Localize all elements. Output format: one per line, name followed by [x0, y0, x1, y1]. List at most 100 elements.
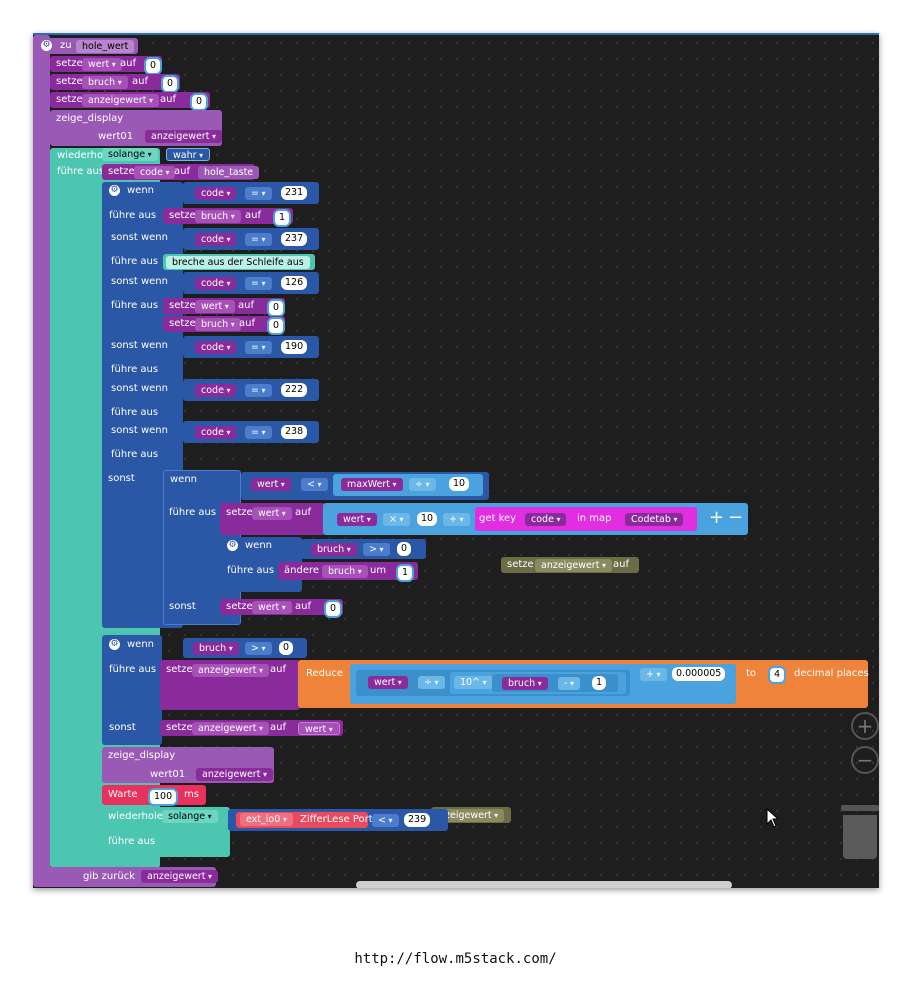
zoom-in-button[interactable]: + — [851, 712, 879, 740]
var-dropdown[interactable]: anzeigewert — [192, 664, 269, 677]
op-dropdown[interactable]: = — [245, 277, 272, 290]
value-input[interactable]: 0 — [190, 93, 209, 111]
set-bruch-block[interactable]: setze bruch auf 0 — [50, 74, 180, 93]
wait-input[interactable]: 100 — [148, 788, 179, 806]
set-code-block[interactable]: setze code auf hole_taste — [102, 164, 260, 180]
op-dropdown[interactable]: < — [372, 814, 399, 827]
return-dropdown[interactable]: anzeigewert — [141, 870, 218, 883]
arg-dropdown[interactable]: anzeigewert — [145, 130, 222, 143]
op-dropdown[interactable]: = — [245, 341, 272, 354]
op-dropdown[interactable]: ÷ — [409, 478, 436, 491]
value-input[interactable]: 1 — [396, 564, 415, 582]
places-input[interactable]: 4 — [768, 666, 787, 684]
var-dropdown[interactable]: bruch — [195, 210, 241, 223]
value-input[interactable]: 0 — [161, 75, 180, 93]
set-wert-expr[interactable]: setze wert auf — [220, 503, 325, 535]
value-input[interactable]: 126 — [281, 276, 308, 290]
wait-block[interactable]: Warte 100 ms — [102, 785, 206, 806]
compare-code-block[interactable]: code = 222 — [183, 379, 319, 401]
var-dropdown[interactable]: bruch — [193, 642, 239, 655]
compare-code-block[interactable]: code = 190 — [183, 336, 319, 358]
call-hole-taste[interactable]: hole_taste — [198, 166, 260, 179]
var-dropdown[interactable]: wert — [251, 478, 291, 491]
value-input[interactable]: 0 — [267, 299, 286, 317]
op-dropdown[interactable]: 10^ — [454, 676, 493, 689]
op-dropdown[interactable]: > — [245, 642, 272, 655]
break-block[interactable]: breche aus der Schleife aus — [163, 254, 315, 270]
value-input[interactable]: 10 — [417, 512, 438, 526]
gear-icon[interactable]: ⚙ — [227, 540, 238, 551]
op-dropdown[interactable]: × — [383, 513, 410, 526]
var-dropdown[interactable]: wert — [368, 676, 408, 689]
value-input[interactable]: 0 — [279, 641, 294, 655]
var-dropdown[interactable]: code — [195, 384, 237, 397]
arg-dropdown[interactable]: anzeigewert — [196, 768, 273, 781]
var-dropdown[interactable]: wert — [82, 58, 122, 71]
math-expr[interactable]: wert × 10 + get key code in map Codetab … — [323, 503, 748, 535]
op-dropdown[interactable]: ÷ — [418, 676, 445, 689]
var-dropdown[interactable]: Codetab — [625, 513, 684, 526]
var-dropdown[interactable]: code — [195, 187, 237, 200]
compare-code-block[interactable]: code = 238 — [183, 421, 319, 443]
op-dropdown[interactable]: + — [640, 668, 667, 681]
procedure-frame[interactable] — [33, 35, 50, 887]
loop-block-2[interactable]: wiederhole solange führe aus — [102, 807, 230, 857]
set-wert-2[interactable]: setze wert auf 0 — [163, 298, 286, 317]
loop-mode-dropdown[interactable]: solange — [162, 810, 218, 823]
loop-cond-dropdown[interactable]: wahr — [166, 148, 211, 161]
var-dropdown[interactable]: maxWert — [341, 478, 403, 491]
compare-code-block[interactable]: code = 126 — [183, 272, 319, 294]
minus-icon[interactable]: − — [728, 507, 744, 528]
var-dropdown[interactable]: wert — [252, 601, 292, 614]
var-dropdown[interactable]: bruch — [195, 318, 241, 331]
value-input[interactable]: 1 — [592, 676, 607, 690]
gear-icon[interactable]: ⚙ — [109, 185, 120, 196]
set-anzeigewert-block[interactable]: setze anzeigewert auf 0 — [50, 92, 210, 111]
value-input[interactable]: 239 — [404, 813, 431, 827]
reduce-block[interactable]: Reduce wert ÷ 10^ bruch - 1 + 0.000005 t… — [298, 660, 869, 708]
compare-code-block[interactable]: code = 237 — [183, 228, 319, 250]
set-anzeigewert-reduce[interactable]: setze wert anzeigewert auf — [160, 660, 300, 710]
op-dropdown[interactable]: < — [301, 478, 328, 491]
value-input[interactable]: 222 — [281, 383, 308, 397]
gear-icon[interactable]: ⚙ — [109, 639, 120, 650]
value-input[interactable]: 237 — [281, 232, 308, 246]
compare-wert-block[interactable]: wert < maxWert ÷ 10 — [241, 472, 489, 500]
if-block-2[interactable] — [102, 635, 162, 745]
value-input[interactable]: 190 — [281, 340, 308, 354]
op-dropdown[interactable]: = — [245, 187, 272, 200]
zoom-out-button[interactable]: − — [851, 746, 879, 774]
loop-mode-dropdown[interactable]: solange — [102, 148, 158, 161]
compare-code-block[interactable]: code = 231 — [183, 182, 319, 204]
set-bruch-2[interactable]: setze bruch auf 0 — [163, 316, 286, 335]
value-input[interactable]: 0 — [324, 600, 343, 618]
op-dropdown[interactable]: - — [558, 677, 580, 690]
value-input[interactable]: 1 — [273, 209, 292, 227]
op-dropdown[interactable]: = — [245, 426, 272, 439]
procedure-header[interactable]: ⚙ zu hole_wert — [36, 38, 138, 54]
var-dropdown[interactable]: code — [195, 341, 237, 354]
value-input[interactable]: 238 — [281, 425, 308, 439]
set-wert-block[interactable]: setze wert auf 0 — [50, 56, 163, 75]
display-block-1[interactable]: zeige_display wert01 anzeigewert — [50, 110, 222, 146]
stray-set-block[interactable]: setze anzeigewert auf — [501, 557, 639, 573]
var-dropdown[interactable]: bruch — [502, 677, 548, 690]
value-input[interactable]: 0 — [397, 542, 412, 556]
plus-icon[interactable]: + — [709, 507, 725, 528]
var-dropdown[interactable]: wert — [337, 513, 377, 526]
horizontal-scrollbar[interactable] — [356, 881, 732, 888]
var-dropdown[interactable]: anzeigewert — [82, 94, 159, 107]
var-dropdown[interactable]: anzeigewert — [535, 559, 612, 572]
set-bruch-1[interactable]: setze bruch auf 1 — [163, 208, 293, 227]
return-block[interactable]: gib zurück anzeigewert — [33, 867, 218, 887]
value-input[interactable]: 231 — [281, 186, 308, 200]
var-dropdown[interactable]: code — [195, 426, 237, 439]
value-input[interactable]: 0.000005 — [672, 667, 726, 681]
overlap-block[interactable]: nzeigewert — [431, 807, 511, 823]
set-anzeigewert-wert[interactable]: setze anzeigewert auf wert — [160, 720, 343, 736]
var-dropdown[interactable]: code — [195, 277, 237, 290]
compare-bruch-block[interactable]: bruch > 0 — [301, 539, 426, 559]
port-dropdown[interactable]: ext_io0 — [240, 813, 293, 826]
gear-icon[interactable]: ⚙ — [41, 40, 52, 51]
var-dropdown[interactable]: wert — [298, 722, 340, 735]
